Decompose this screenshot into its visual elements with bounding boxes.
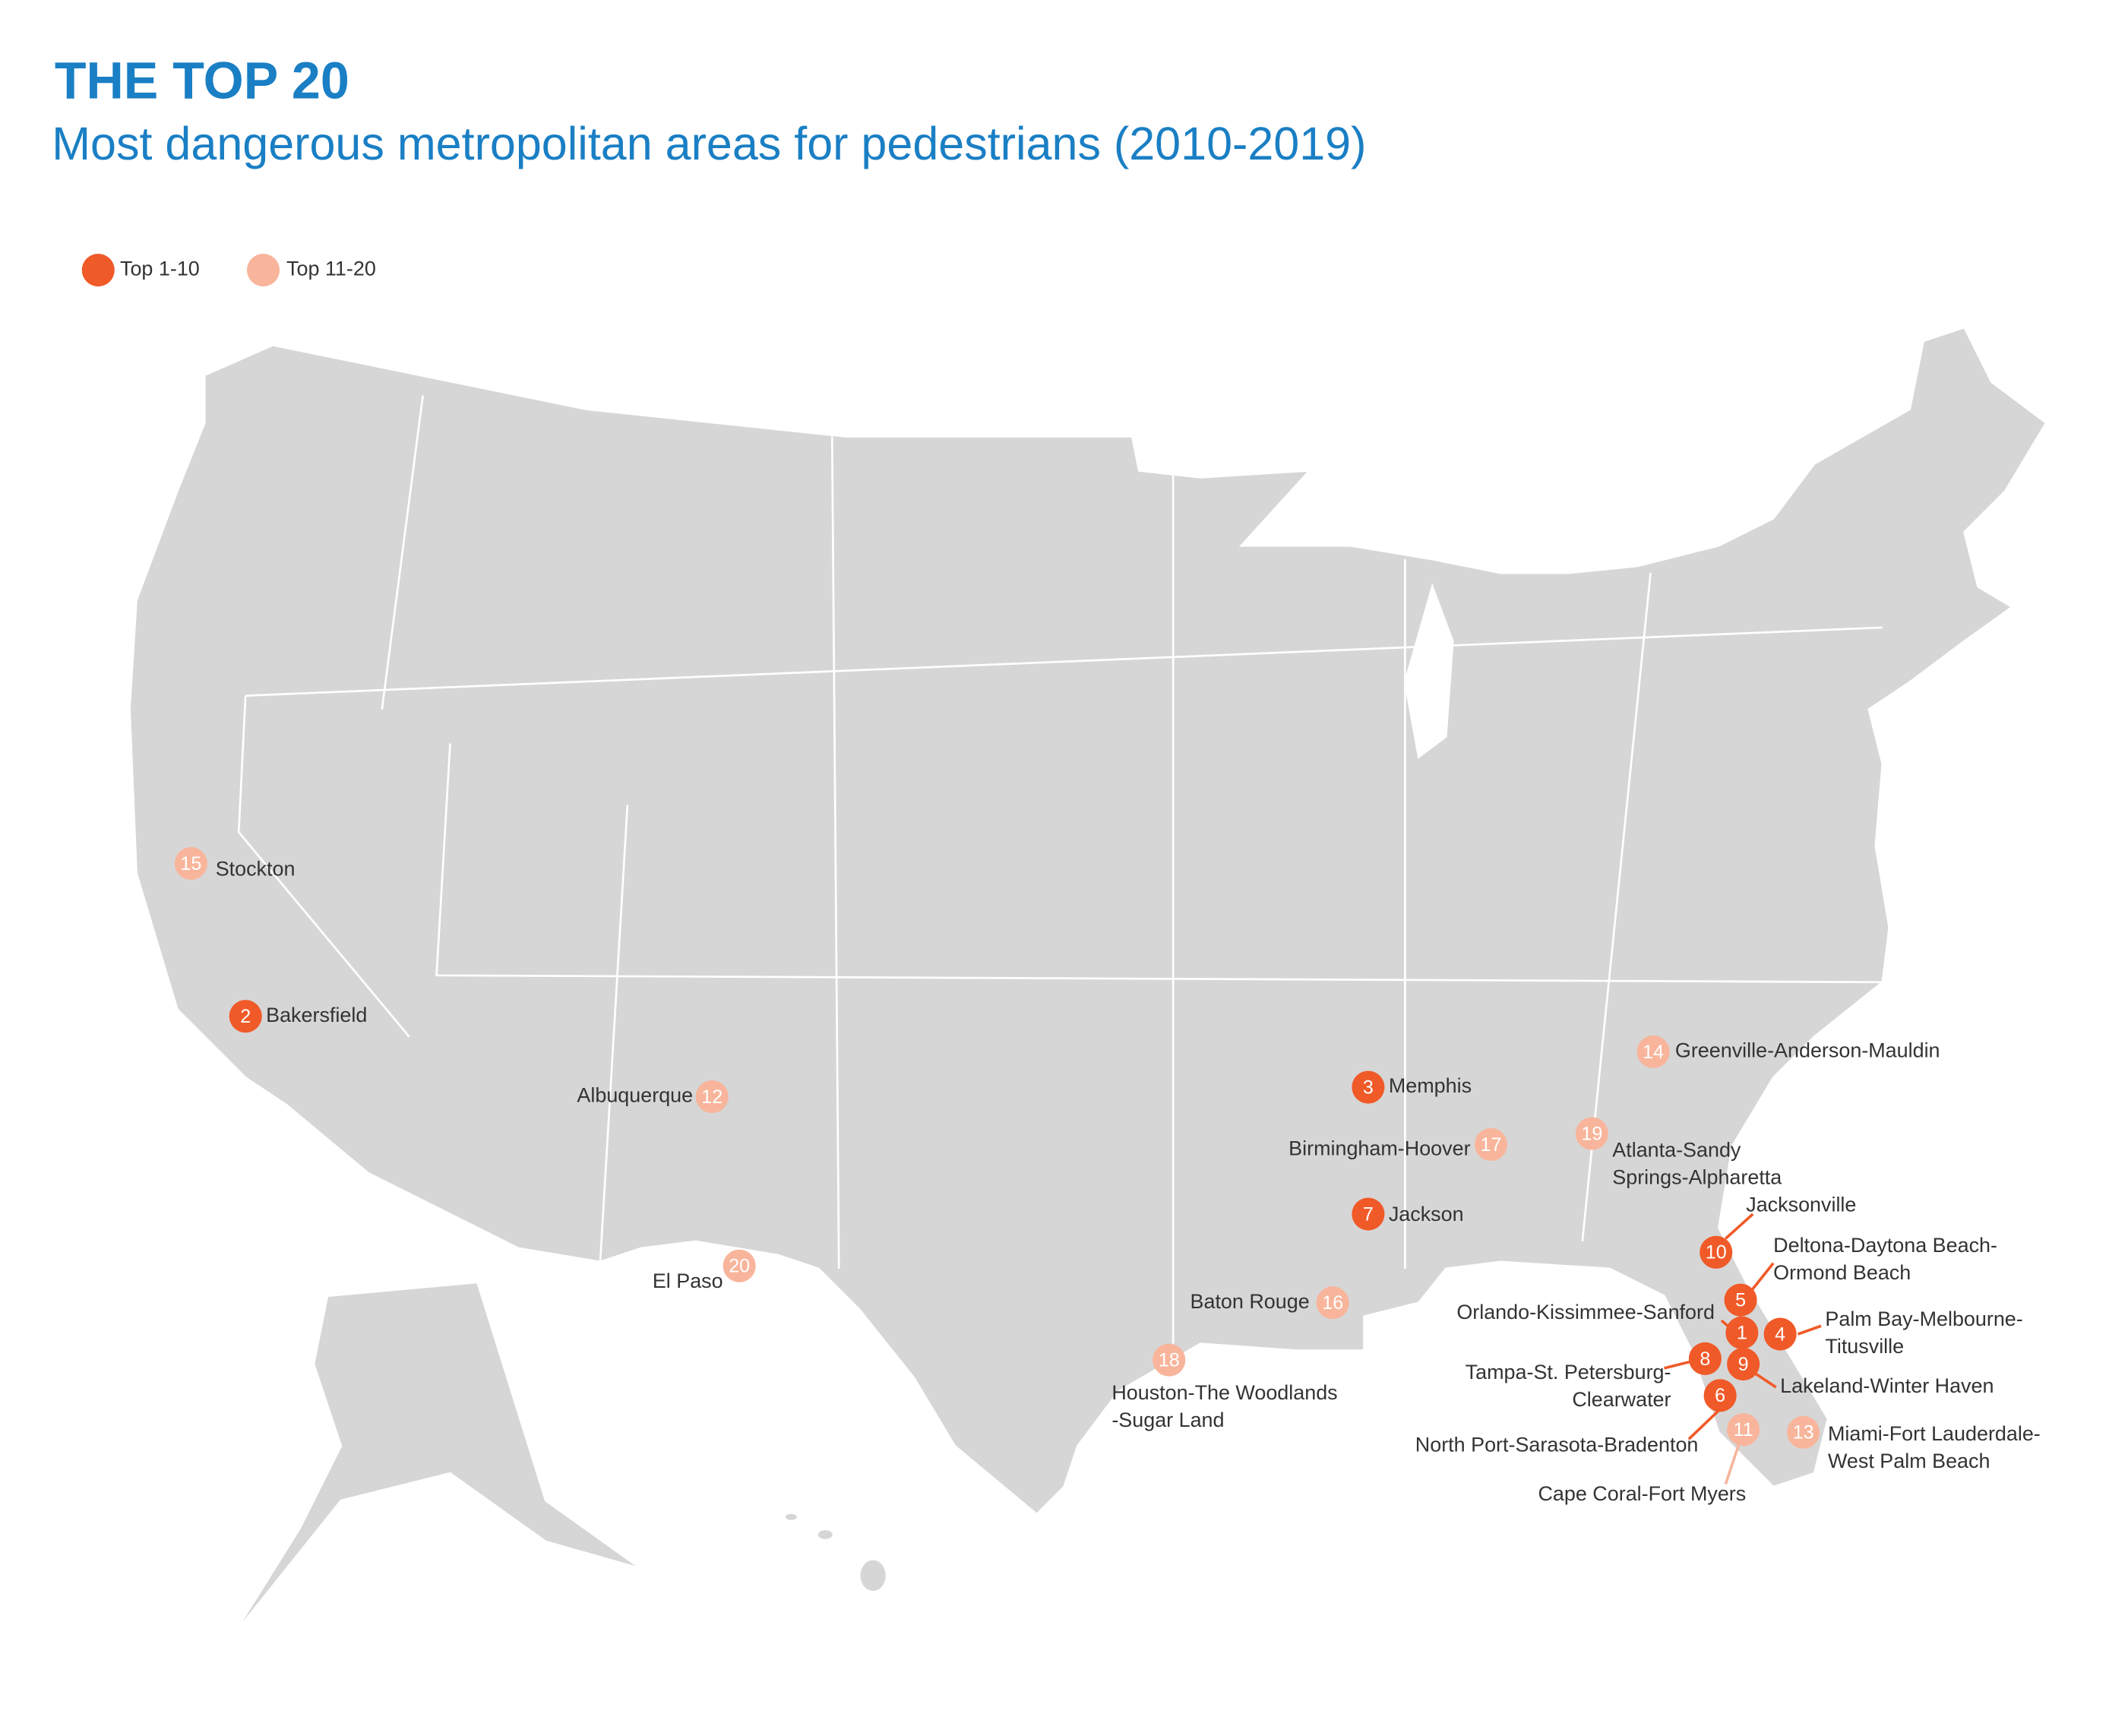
marker-rank: 9 xyxy=(1738,1354,1749,1375)
legend-label: Top 11-20 xyxy=(286,258,376,280)
marker-rank: 6 xyxy=(1715,1385,1725,1406)
marker-label: Greenville-Anderson-Mauldin xyxy=(1675,1039,1940,1061)
marker-rank: 20 xyxy=(729,1256,750,1277)
marker-label: Cape Coral-Fort Myers xyxy=(1538,1482,1746,1505)
legend: Top 1-10 Top 11-20 xyxy=(81,253,376,287)
marker xyxy=(1724,1283,1757,1317)
hawaii xyxy=(783,1511,799,1523)
marker-rank: 14 xyxy=(1643,1042,1664,1063)
marker-label: Ormond Beach xyxy=(1773,1261,1911,1284)
leader-line xyxy=(1750,1262,1775,1292)
leader-line xyxy=(1687,1408,1722,1440)
hawaii xyxy=(858,1557,888,1593)
marker-rank: 13 xyxy=(1793,1422,1814,1444)
marker-label: Baton Rouge xyxy=(1190,1290,1310,1313)
hawaii xyxy=(816,1528,835,1542)
leader-line xyxy=(1797,1324,1822,1336)
marker-rank: 2 xyxy=(240,1006,251,1027)
marker-label: Clearwater xyxy=(1572,1388,1671,1411)
marker xyxy=(1352,1070,1385,1104)
legend-label: Top 1-10 xyxy=(120,258,200,280)
marker-rank: 16 xyxy=(1322,1292,1343,1314)
marker xyxy=(174,847,207,881)
subtitle: Most dangerous metropolitan areas for pe… xyxy=(52,118,1366,169)
leader-line xyxy=(1724,1443,1741,1485)
marker-rank: 7 xyxy=(1363,1203,1374,1225)
marker-label: Jackson xyxy=(1389,1203,1464,1225)
legend-swatch xyxy=(81,253,115,287)
marker-label: Lakeland-Winter Haven xyxy=(1780,1374,1994,1397)
marker-rank: 17 xyxy=(1481,1134,1502,1156)
state-lines xyxy=(237,395,1883,1344)
marker-rank: 15 xyxy=(180,853,201,874)
marker-label: Stockton xyxy=(216,858,296,881)
marker-rank: 10 xyxy=(1706,1242,1727,1263)
leader-line xyxy=(1664,1360,1692,1370)
marker xyxy=(1725,1316,1759,1349)
legend-swatch xyxy=(246,253,280,287)
marker xyxy=(1474,1127,1508,1161)
marker xyxy=(1688,1342,1722,1375)
marker-rank: 12 xyxy=(701,1086,723,1108)
marker-label: Jacksonville xyxy=(1746,1193,1856,1216)
marker-rank: 5 xyxy=(1735,1290,1746,1311)
marker xyxy=(723,1249,756,1282)
marker-rank: 4 xyxy=(1775,1323,1785,1345)
us-map xyxy=(128,326,2048,1638)
marker-label: Miami-Fort Lauderdale- xyxy=(1828,1422,2041,1445)
marker xyxy=(1316,1286,1349,1320)
marker-rank: 18 xyxy=(1159,1350,1180,1371)
marker xyxy=(1703,1379,1737,1412)
marker-rank: 11 xyxy=(1734,1419,1753,1440)
marker-label: Birmingham-Hoover xyxy=(1288,1137,1470,1160)
marker-label: Atlanta-Sandy xyxy=(1612,1139,1741,1162)
lake-michigan xyxy=(1403,583,1454,759)
marker xyxy=(1727,1347,1760,1381)
marker-label: West Palm Beach xyxy=(1828,1450,1990,1472)
title: THE TOP 20 xyxy=(55,52,349,109)
alaska xyxy=(231,1281,642,1638)
marker-rank: 3 xyxy=(1363,1077,1374,1098)
contiguous-us xyxy=(128,326,2048,1516)
marker-label: Bakersfield xyxy=(266,1004,367,1026)
leader-line xyxy=(1725,1213,1754,1240)
marker xyxy=(229,1000,262,1033)
marker-label: Albuquerque xyxy=(577,1084,693,1107)
marker-label: Tampa-St. Petersburg- xyxy=(1466,1361,1671,1383)
marker xyxy=(1575,1117,1608,1150)
marker-label: Springs-Alpharetta xyxy=(1612,1165,1782,1188)
marker-label: Deltona-Daytona Beach- xyxy=(1773,1234,1997,1257)
leader-line xyxy=(1754,1372,1777,1389)
marker xyxy=(1352,1197,1385,1231)
marker-rank: 19 xyxy=(1581,1124,1602,1145)
marker-label: El Paso xyxy=(653,1270,723,1292)
marker xyxy=(1727,1413,1760,1447)
marker-rank: 8 xyxy=(1700,1349,1710,1370)
marker-label: Palm Bay-Melbourne- xyxy=(1825,1308,2022,1330)
marker-label: -Sugar Land xyxy=(1111,1409,1224,1431)
marker-label: Orlando-Kissimmee-Sanford xyxy=(1456,1301,1715,1323)
marker xyxy=(1787,1415,1820,1449)
marker xyxy=(1763,1317,1797,1351)
marker xyxy=(1636,1035,1670,1068)
marker xyxy=(695,1080,729,1114)
marker xyxy=(1700,1235,1733,1269)
marker-label: Memphis xyxy=(1389,1074,1472,1097)
marker-label: North Port-Sarasota-Bradenton xyxy=(1415,1433,1699,1456)
marker xyxy=(1153,1343,1186,1377)
marker-label: Houston-The Woodlands xyxy=(1111,1381,1337,1404)
marker-rank: 1 xyxy=(1737,1323,1747,1344)
marker-label: Titusville xyxy=(1825,1335,1904,1358)
